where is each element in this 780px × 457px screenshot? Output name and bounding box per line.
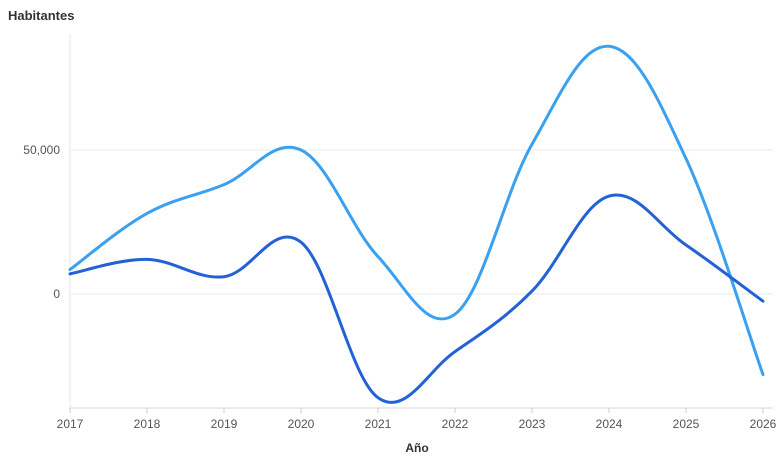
x-tick-label: 2020 (288, 417, 315, 431)
series-line-2 (68, 193, 765, 404)
x-tick-labels: 2017 2018 2019 2020 2021 2022 2023 2024 2025 2026 (57, 417, 777, 431)
series-lines (68, 44, 765, 404)
x-tick-label: 2018 (134, 417, 161, 431)
x-tick-label: 2023 (519, 417, 546, 431)
x-tick-label: 2022 (442, 417, 469, 431)
y-tick-label: 0 (53, 287, 60, 301)
axes (69, 34, 773, 413)
x-tick-label: 2024 (596, 417, 623, 431)
x-tick-label: 2026 (750, 417, 777, 431)
y-tick-label: 50,000 (23, 143, 60, 157)
series-line-1 (68, 44, 765, 377)
x-axis-title: Año (405, 441, 428, 455)
y-axis-title: Habitantes (8, 8, 74, 23)
gridlines (70, 149, 773, 295)
x-tick-label: 2019 (211, 417, 238, 431)
x-tick-label: 2017 (57, 417, 84, 431)
y-tick-labels: 50,000 0 (23, 143, 60, 301)
x-tick-label: 2025 (673, 417, 700, 431)
x-tick-label: 2021 (365, 417, 392, 431)
